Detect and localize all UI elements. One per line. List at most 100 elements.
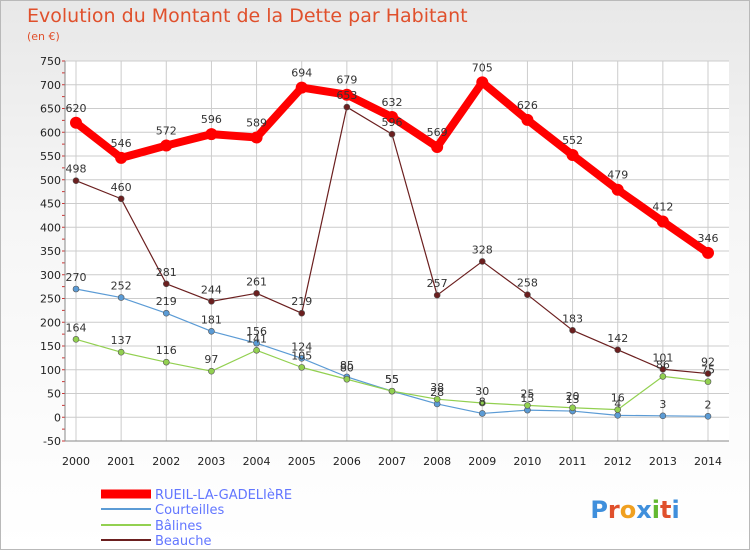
data-point (659, 365, 667, 373)
x-tick-label: 2005 (288, 455, 316, 468)
x-tick-label: 2012 (604, 455, 632, 468)
data-label: 589 (246, 116, 267, 129)
chart-subtitle: (en €) (27, 30, 60, 43)
data-point (614, 412, 622, 419)
data-label: 4 (614, 397, 621, 410)
x-tick-label: 2002 (152, 455, 180, 468)
data-point (117, 294, 125, 301)
x-tick-label: 2008 (423, 455, 451, 468)
y-tick-label: 250 (40, 293, 61, 306)
data-label: 80 (340, 361, 354, 374)
y-tick-label: 350 (40, 245, 61, 258)
data-label: 569 (427, 126, 448, 139)
data-point (704, 378, 712, 385)
legend-label: Bâlines (155, 519, 202, 534)
data-label: 694 (291, 67, 312, 80)
data-label: 479 (607, 169, 628, 182)
y-tick-label: 500 (40, 174, 61, 187)
data-point (70, 116, 82, 129)
data-label: 572 (156, 125, 177, 138)
data-label: 219 (156, 295, 177, 308)
data-point (659, 373, 667, 380)
data-point (298, 309, 306, 317)
data-label: 30 (475, 385, 489, 398)
data-point (524, 291, 531, 299)
data-point (478, 258, 486, 265)
data-point (478, 410, 486, 417)
data-point (476, 76, 489, 89)
series-3 (72, 103, 712, 377)
data-point (521, 113, 534, 126)
data-point (162, 358, 170, 366)
series-2 (72, 336, 712, 413)
data-point (702, 246, 714, 259)
data-label: 620 (66, 102, 87, 115)
y-tick-label: 750 (40, 55, 61, 68)
data-label: 281 (156, 266, 177, 279)
data-label: 116 (156, 344, 177, 357)
data-point (162, 309, 170, 317)
data-label: 328 (472, 243, 493, 256)
data-label: 137 (111, 334, 132, 347)
y-tick-label: 650 (40, 103, 61, 116)
data-point (704, 370, 712, 377)
y-tick-label: 300 (40, 269, 61, 282)
data-label: 679 (336, 74, 357, 87)
data-label: 142 (607, 332, 628, 345)
legend-label: RUEIL-LA-GADELIèRE (155, 488, 292, 503)
data-point (208, 327, 215, 335)
data-point (115, 151, 128, 164)
series-0 (70, 76, 714, 259)
x-tick-label: 2004 (243, 455, 271, 468)
data-label: 252 (111, 280, 132, 293)
x-tick-label: 2009 (468, 455, 496, 468)
data-point (569, 404, 576, 412)
legend-label: Courteilles (155, 503, 225, 518)
y-tick-label: 200 (40, 316, 61, 329)
x-tick-label: 2000 (62, 455, 90, 468)
y-tick-label: 50 (47, 388, 61, 401)
x-tick-label: 2011 (559, 455, 587, 468)
data-label: 16 (611, 392, 625, 405)
data-label: 596 (201, 113, 222, 126)
data-point (343, 375, 351, 383)
data-label: 141 (246, 332, 267, 345)
data-point (431, 140, 444, 153)
x-tick-label: 2010 (513, 455, 541, 468)
data-label: 183 (562, 312, 583, 325)
data-label: 85 (340, 359, 354, 372)
data-point (524, 402, 531, 409)
y-tick-label: -50 (43, 435, 61, 448)
data-point (295, 81, 308, 94)
data-label: 97 (204, 353, 218, 366)
data-label: 412 (652, 201, 673, 214)
data-point (162, 280, 170, 288)
y-tick-label: 0 (54, 411, 61, 424)
data-label: 25 (520, 387, 534, 400)
data-label: 13 (566, 393, 580, 406)
data-label: 105 (291, 349, 312, 362)
data-point (253, 289, 260, 297)
data-point (433, 291, 441, 299)
data-point (117, 348, 125, 356)
data-point (433, 395, 441, 403)
data-label: 92 (701, 356, 715, 369)
data-point (569, 327, 576, 334)
data-label: 15 (520, 392, 534, 405)
data-label: 181 (201, 313, 222, 326)
data-point (205, 128, 218, 141)
proxiti-logo: Proxiti (590, 496, 679, 524)
data-label: 164 (66, 321, 87, 334)
y-tick-label: 150 (40, 340, 61, 353)
data-label: 55 (385, 373, 399, 386)
data-label: 124 (291, 340, 312, 353)
data-point (388, 387, 396, 395)
data-point (478, 399, 486, 407)
data-label: 86 (656, 358, 670, 371)
data-point (386, 111, 398, 124)
data-point (659, 412, 667, 420)
x-tick-label: 2003 (197, 455, 225, 468)
data-point (160, 139, 173, 152)
